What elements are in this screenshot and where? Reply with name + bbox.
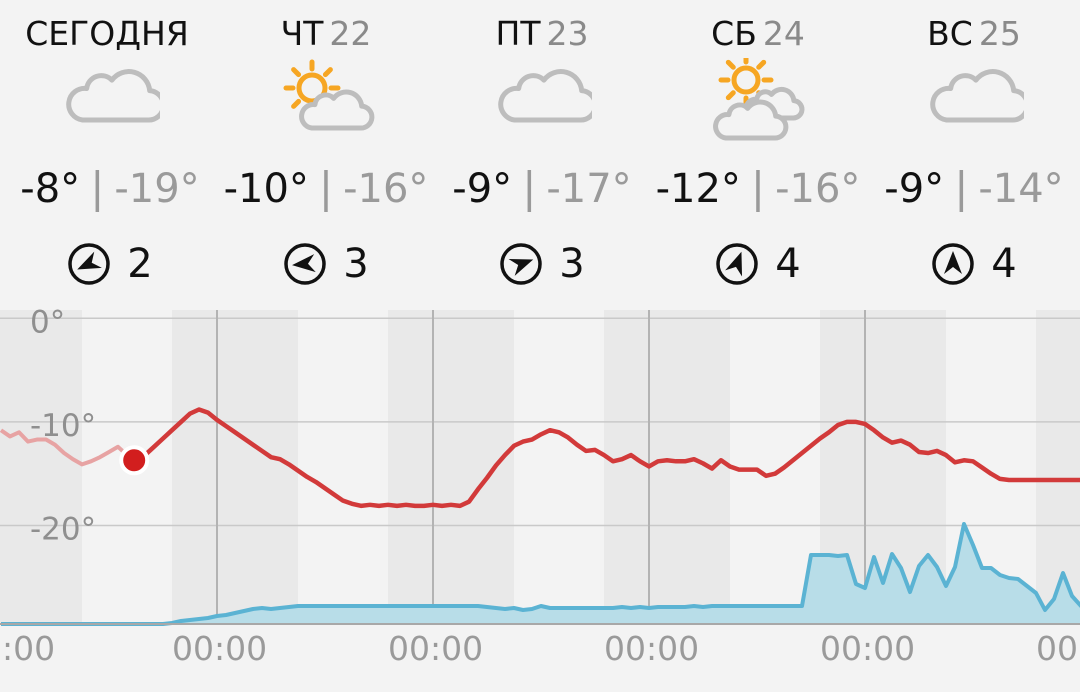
night-band xyxy=(1036,310,1080,624)
wind-arrow-sw-icon xyxy=(68,243,111,285)
day-header: ЧТ 22 xyxy=(218,14,434,54)
wind-info: 2 xyxy=(2,240,218,288)
y-tick-label: -20° xyxy=(30,512,96,548)
day-temperatures: -10° | -16° xyxy=(198,162,454,215)
wind-speed: 4 xyxy=(991,241,1017,287)
temperature-line xyxy=(125,407,1080,509)
partly-cloudy-icon xyxy=(283,59,375,131)
x-tick-label: 00:00 xyxy=(604,629,699,668)
wind-speed: 2 xyxy=(127,241,153,287)
x-tick-label: 00:00 xyxy=(820,629,915,668)
wind-info: 3 xyxy=(434,240,650,288)
x-tick-label: 00:00 xyxy=(172,629,267,668)
day-header: ПТ 23 xyxy=(434,14,650,54)
max-temperature: -8° xyxy=(20,166,81,212)
cloud-icon xyxy=(66,69,160,123)
wind-arrow-w-icon xyxy=(284,243,327,285)
x-tick-label: 00:00 xyxy=(1036,629,1080,668)
day-name: СЕГОДНЯ xyxy=(25,14,189,53)
night-band xyxy=(0,310,76,624)
cloud-icon xyxy=(498,69,592,123)
precipitation-area xyxy=(1,524,1080,624)
day-header: ВС 25 xyxy=(866,14,1080,54)
day-date: 22 xyxy=(329,14,372,53)
wind-arrow-ne-icon xyxy=(716,243,759,285)
wind-speed: 3 xyxy=(343,241,369,287)
x-tick-label: 00:00 xyxy=(388,629,483,668)
wind-speed: 3 xyxy=(559,241,585,287)
temperature-separator: | xyxy=(954,163,969,212)
max-temperature: -10° xyxy=(223,166,309,212)
current-time-marker xyxy=(119,445,150,476)
day-name: ПТ xyxy=(495,14,541,53)
cloud-icon xyxy=(930,69,1024,123)
min-temperature: -14° xyxy=(978,166,1064,212)
day-name: СБ xyxy=(711,14,757,53)
day-name: ЧТ xyxy=(280,14,324,53)
day-column[interactable]: СБ 24 -12° | -16° 4 xyxy=(650,0,866,300)
day-name: ВС xyxy=(927,14,973,53)
min-temperature: -16° xyxy=(343,166,429,212)
day-column[interactable]: ПТ 23 -9° | -17° 3 xyxy=(434,0,650,300)
min-temperature: -19° xyxy=(114,166,200,212)
min-temperature: -17° xyxy=(546,166,632,212)
wind-info: 4 xyxy=(650,240,866,288)
max-temperature: -9° xyxy=(884,166,945,212)
temperature-separator: | xyxy=(318,163,334,212)
temperature-separator: | xyxy=(522,163,537,212)
min-temperature: -16° xyxy=(775,166,861,212)
wind-arrow-n-icon xyxy=(932,243,975,285)
max-temperature: -12° xyxy=(655,166,741,212)
max-temperature: -9° xyxy=(452,166,513,212)
y-tick-label: 0° xyxy=(30,304,65,340)
wind-info: 4 xyxy=(866,240,1080,288)
night-band xyxy=(172,310,298,624)
x-tick-label: :00 xyxy=(2,629,55,668)
past-temperature-line xyxy=(0,428,137,467)
wind-info: 3 xyxy=(218,240,434,288)
day-date: 25 xyxy=(978,14,1021,53)
day-column[interactable]: СЕГОДНЯ -8° | -19° 2 xyxy=(2,0,218,300)
day-column[interactable]: ВС 25 -9° | -14° 4 xyxy=(866,0,1080,300)
precipitation-line xyxy=(1,522,1080,626)
temperature-separator: | xyxy=(750,163,766,212)
day-column[interactable]: ЧТ 22 -10° | -16° 3 xyxy=(218,0,434,300)
day-header: СЕГОДНЯ xyxy=(2,14,218,54)
day-header: СБ 24 xyxy=(650,14,866,54)
temperature-separator: | xyxy=(90,163,105,212)
sun-two-clouds-icon xyxy=(713,58,805,141)
wind-speed: 4 xyxy=(775,241,801,287)
wind-arrow-e-icon xyxy=(500,243,543,285)
day-temperatures: -9° | -14° xyxy=(846,162,1080,215)
day-temperatures: -12° | -16° xyxy=(630,162,886,215)
day-date: 23 xyxy=(546,14,589,53)
day-date: 24 xyxy=(762,14,805,53)
day-temperatures: -8° | -19° xyxy=(0,162,238,215)
day-temperatures: -9° | -17° xyxy=(414,162,670,215)
